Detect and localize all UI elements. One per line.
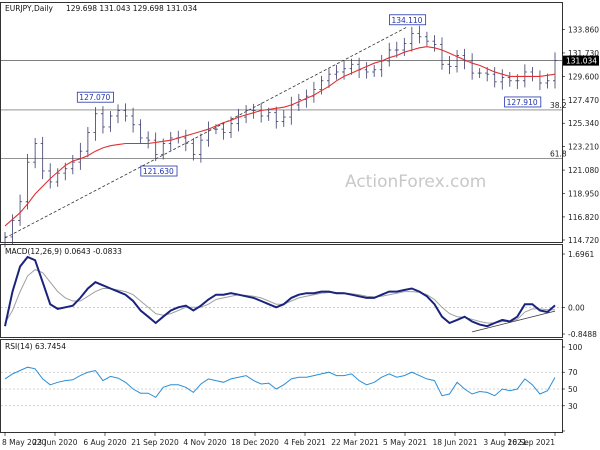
x-tick-label: 6 Aug 2020: [83, 438, 126, 447]
macd-y-tick-label: -0.8488: [568, 330, 597, 339]
annotation-127-910: 127.910: [504, 96, 542, 108]
rsi-y-tick-label: 100: [568, 343, 583, 352]
annotation-127-070: 127.070: [76, 91, 114, 103]
price-y-tick-label: 123.210: [568, 143, 599, 152]
annotation-label: 134.110: [391, 16, 422, 25]
price-y-tick-label: 129.600: [568, 72, 599, 81]
macd-y-tick-label: 1.6961: [568, 250, 594, 259]
current-price-label: 131.034: [566, 57, 597, 66]
x-tick-label: 4 Feb 2021: [284, 438, 326, 447]
price-y-tick-label: 116.820: [568, 213, 599, 222]
annotation-label: 121.630: [143, 167, 174, 176]
rsi-y-tick-label: 50: [568, 385, 578, 394]
price-y-tick-label: 131.730: [568, 49, 599, 58]
x-tick-label: 5 May 2021: [383, 438, 427, 447]
x-tick-label: 16 Sep 2021: [507, 438, 555, 447]
x-tick-label: 23 Jun 2020: [32, 438, 77, 447]
annotation-label: 127.910: [507, 98, 538, 107]
current-price-tag: [563, 55, 599, 66]
x-tick-label: 8 May 2020: [2, 438, 46, 447]
x-tick-label: 22 Mar 2021: [331, 438, 379, 447]
price-y-tick-label: 125.340: [568, 119, 599, 128]
price-y-tick-label: 127.470: [568, 96, 599, 105]
rsi-line: [4, 366, 556, 399]
fib-618-label: 61.8: [550, 149, 567, 158]
moving-average-line: [4, 46, 556, 227]
x-tick-label: 18 Jun 2021: [432, 438, 477, 447]
annotation-box: [76, 91, 114, 103]
watermark: ActionForex.com: [345, 172, 486, 192]
macd-layer: 1.6961 0.00 -0.8488: [1, 250, 597, 339]
annotation-121-630: 121.630: [140, 165, 178, 177]
trend-line: [4, 26, 408, 239]
annotation-134-110: 134.110: [389, 14, 427, 26]
macd-panel-frame: [0, 244, 563, 338]
rsi-layer: 100 70 50 30: [1, 343, 583, 432]
annotation-box: [389, 14, 427, 26]
macd-line: [4, 255, 556, 328]
macd-y-tick-label: 0.00: [568, 303, 585, 312]
rsi-y-tick-label: 30: [568, 402, 578, 411]
fib-382-label: 38.2: [550, 101, 567, 110]
price-y-tick-label: 114.720: [568, 236, 599, 245]
x-tick-label: 4 Nov 2020: [183, 438, 226, 447]
annotation-box: [504, 96, 542, 108]
x-tick-label: 21 Sep 2020: [131, 438, 179, 447]
chart-ohlc: 129.698 131.043 129.698 131.034: [66, 4, 197, 13]
macd-header: MACD(12,26,9) 0.0643 -0.0833: [5, 247, 122, 256]
macd-trend-line: [472, 310, 556, 333]
price-layer: 133.860 131.730 129.600 127.470 125.340 123.2…: [1, 14, 599, 248]
x-tick-label: 3 Aug 2021: [483, 438, 526, 447]
rsi-y-tick-label: 70: [568, 368, 578, 377]
price-y-tick-label: 118.950: [568, 189, 599, 198]
annotation-box: [140, 165, 178, 177]
price-y-tick-label: 121.080: [568, 166, 599, 175]
rsi-header: RSI(14) 63.7454: [5, 342, 66, 351]
price-y-tick-label: 133.860: [568, 26, 599, 35]
x-tick-label: 18 Dec 2020: [231, 438, 279, 447]
chart-symbol: EURJPY,Daily: [5, 4, 54, 13]
price-panel-frame: [0, 2, 563, 243]
annotation-label: 127.070: [79, 93, 110, 102]
